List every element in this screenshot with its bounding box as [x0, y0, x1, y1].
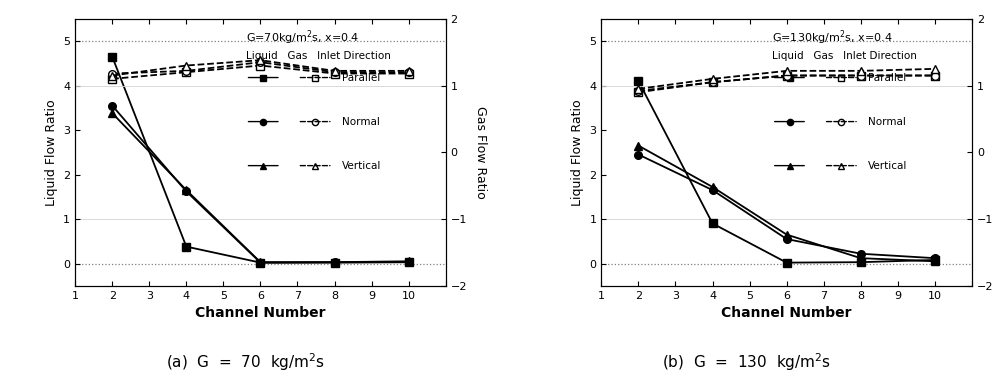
- Text: (a)  G  =  70  kg/m$^2$s: (a) G = 70 kg/m$^2$s: [166, 352, 325, 373]
- Text: G=70kg/m$^2$s, x=0.4: G=70kg/m$^2$s, x=0.4: [245, 28, 359, 47]
- X-axis label: Channel Number: Channel Number: [721, 306, 852, 320]
- Y-axis label: Gas Flow Ratio: Gas Flow Ratio: [474, 106, 487, 199]
- Y-axis label: Gas Flow Ratio: Gas Flow Ratio: [1000, 106, 1002, 199]
- Text: Vertical: Vertical: [868, 161, 908, 171]
- Text: Vertical: Vertical: [342, 161, 382, 171]
- Text: Normal: Normal: [868, 117, 906, 127]
- Text: Parallel: Parallel: [342, 73, 380, 82]
- Text: Parallel: Parallel: [868, 73, 907, 82]
- Text: (b)  G  =  130  kg/m$^2$s: (b) G = 130 kg/m$^2$s: [662, 352, 831, 373]
- Text: Liquid   Gas   Inlet Direction: Liquid Gas Inlet Direction: [245, 51, 391, 61]
- Text: Liquid   Gas   Inlet Direction: Liquid Gas Inlet Direction: [772, 51, 917, 61]
- Y-axis label: Liquid Flow Ratio: Liquid Flow Ratio: [571, 99, 584, 206]
- Y-axis label: Liquid Flow Ratio: Liquid Flow Ratio: [45, 99, 57, 206]
- X-axis label: Channel Number: Channel Number: [195, 306, 326, 320]
- Text: Normal: Normal: [342, 117, 380, 127]
- Text: G=130kg/m$^2$s, x=0.4: G=130kg/m$^2$s, x=0.4: [772, 28, 893, 47]
